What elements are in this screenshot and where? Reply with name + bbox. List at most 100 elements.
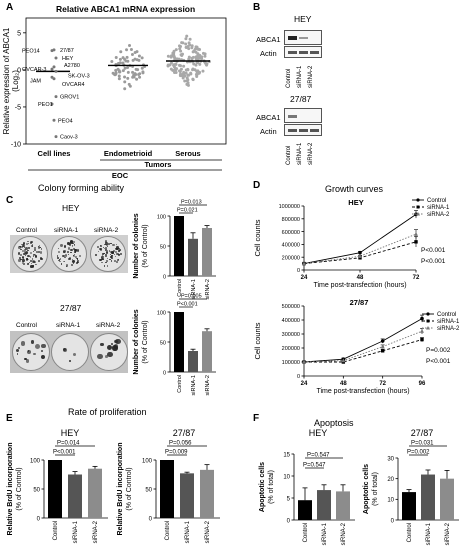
e-hey-bar <box>48 460 62 518</box>
colony-dot <box>105 354 109 358</box>
e-2787-title: 27/87 <box>173 428 196 438</box>
colony-dishes-2787 <box>10 331 128 373</box>
panel-a-cellline-point <box>54 135 58 139</box>
colony-dot <box>30 251 33 255</box>
d-2787-legend-label: siRNA-1 <box>437 319 460 325</box>
d-hey-series-line <box>303 233 417 265</box>
dish-2787-label-sirna1: siRNA-1 <box>56 322 81 329</box>
colony-dot <box>18 252 21 255</box>
colony-dot <box>30 242 33 245</box>
colony-dot <box>29 260 32 263</box>
panel-a-axes: 5 0 -5 -10 Relative expression of ABCA1 (Log₂… <box>2 17 227 180</box>
panel-a-serous-point <box>186 83 190 87</box>
panel-a-endometrioid-point <box>117 74 121 78</box>
panel-a-endometrioid-point <box>135 77 139 81</box>
panel-a-serous-point <box>184 45 188 49</box>
colony-dot <box>27 250 29 252</box>
panel-a-endometrioid-point <box>123 66 127 70</box>
panel-a-endometrioid-point <box>114 68 118 72</box>
d-2787-ytick-label: 0 <box>297 374 300 380</box>
colony-dot <box>102 247 104 249</box>
colony-dot <box>104 254 107 257</box>
panel-a-cellline-point <box>50 102 54 106</box>
panel-a-endometrioid-point <box>138 75 142 79</box>
colony-dot <box>107 258 109 260</box>
d-hey-xlabel: Time post-transfection (hours) <box>313 282 406 289</box>
panel-a-serous-point <box>169 67 173 71</box>
f-hey-ytick-label: 0 <box>287 518 291 524</box>
colony-dot <box>41 350 44 353</box>
colony-dot <box>103 252 106 255</box>
c-hey-category-label: Control <box>177 279 183 297</box>
e-2787-pvalue-2: P=0.056 <box>169 441 192 447</box>
colony-dot <box>73 255 76 258</box>
f-hey-ylabel: Apoptotic cells <box>259 462 266 512</box>
e-hey-ytick-label: 50 <box>33 487 40 493</box>
colony-dot <box>105 251 109 254</box>
c-2787-ytick-label: 0 <box>163 370 166 376</box>
panel-a-serous-point <box>184 37 188 41</box>
panel-c-hey-bar-chart: 0 50 100 Control siRNA-1 siRNA-2 P=0.021 P=0.01… <box>133 200 216 299</box>
panel-d-title: Growth curves <box>325 184 384 194</box>
panel-a-endometrioid-point <box>123 75 127 79</box>
colony-dot <box>41 354 46 359</box>
colony-dot <box>21 243 23 245</box>
panel-a-cellline-label: PEO14 <box>22 49 40 55</box>
panel-d-2787-line-chart: 0 100000 200000 300000 400000 500000 24 48 72 96 T… <box>253 298 460 395</box>
panel-a-endometrioid-point <box>119 50 123 54</box>
colony-dot <box>62 347 67 352</box>
colony-dot <box>35 344 41 350</box>
panel-a-ytick-label: -5 <box>15 104 21 111</box>
blot-hey-actin <box>284 46 322 58</box>
colony-dot <box>33 352 36 356</box>
colony-dot <box>115 248 118 250</box>
colony-dot <box>101 261 103 264</box>
panel-a-serous-point <box>193 68 197 72</box>
colony-dot <box>17 246 21 249</box>
colony-dot <box>24 249 27 252</box>
colony-dot <box>40 258 43 261</box>
panel-a-serous-point <box>184 42 188 46</box>
panel-a-serous-point <box>174 71 178 75</box>
f-hey-ytick-label: 15 <box>283 452 290 458</box>
colony-dot <box>21 255 24 258</box>
d-hey-title: HEY <box>348 198 363 207</box>
colony-dot <box>23 246 25 248</box>
d-2787-legend-marker <box>426 326 430 330</box>
panel-a-cellline-label: HEY <box>62 56 74 62</box>
panel-a-group-endometrioid: Endometrioid <box>104 149 153 158</box>
f-hey-bar <box>298 500 312 520</box>
colony-dot <box>114 339 118 344</box>
colony-dot <box>118 250 120 252</box>
colony-dot <box>112 254 114 257</box>
d-2787-point <box>380 349 385 353</box>
panel-a-ylabel-units: (Log₂) <box>11 70 20 92</box>
panel-a-serous-point <box>190 44 194 48</box>
f-hey-category-label: siRNA-1 <box>322 522 328 545</box>
panel-a-serous-point <box>186 73 190 77</box>
panel-a-cellline-point <box>54 69 58 73</box>
panel-a-serous-point <box>179 53 183 57</box>
colony-dot <box>26 242 29 245</box>
d-hey-legend-label: siRNA-1 <box>427 205 450 211</box>
panel-a-serous-point <box>185 34 189 38</box>
panel-c-title: Colony forming ability <box>38 183 125 193</box>
c-2787-ytick-label: 100 <box>157 310 166 316</box>
d-2787-title: 27/87 <box>350 298 369 307</box>
panel-a-endometrioid-point <box>137 54 141 58</box>
colony-dot <box>33 248 36 251</box>
panel-a-endometrioid-point <box>126 70 130 74</box>
colony-dot <box>33 247 36 250</box>
colony-dot <box>22 242 26 245</box>
panel-a-cellline-point <box>52 48 56 52</box>
colony-dot <box>76 261 79 263</box>
colony-dot <box>114 248 117 251</box>
colony-dot <box>28 262 30 264</box>
colony-dot <box>111 251 115 255</box>
colony-dot <box>31 245 34 248</box>
panel-a-serous-point <box>194 73 198 77</box>
panel-a-endometrioid-point <box>121 69 125 73</box>
colony-dot <box>27 258 30 260</box>
colony-dot <box>71 245 74 248</box>
c-hey-pvalue-1: P=0.021 <box>177 208 198 214</box>
